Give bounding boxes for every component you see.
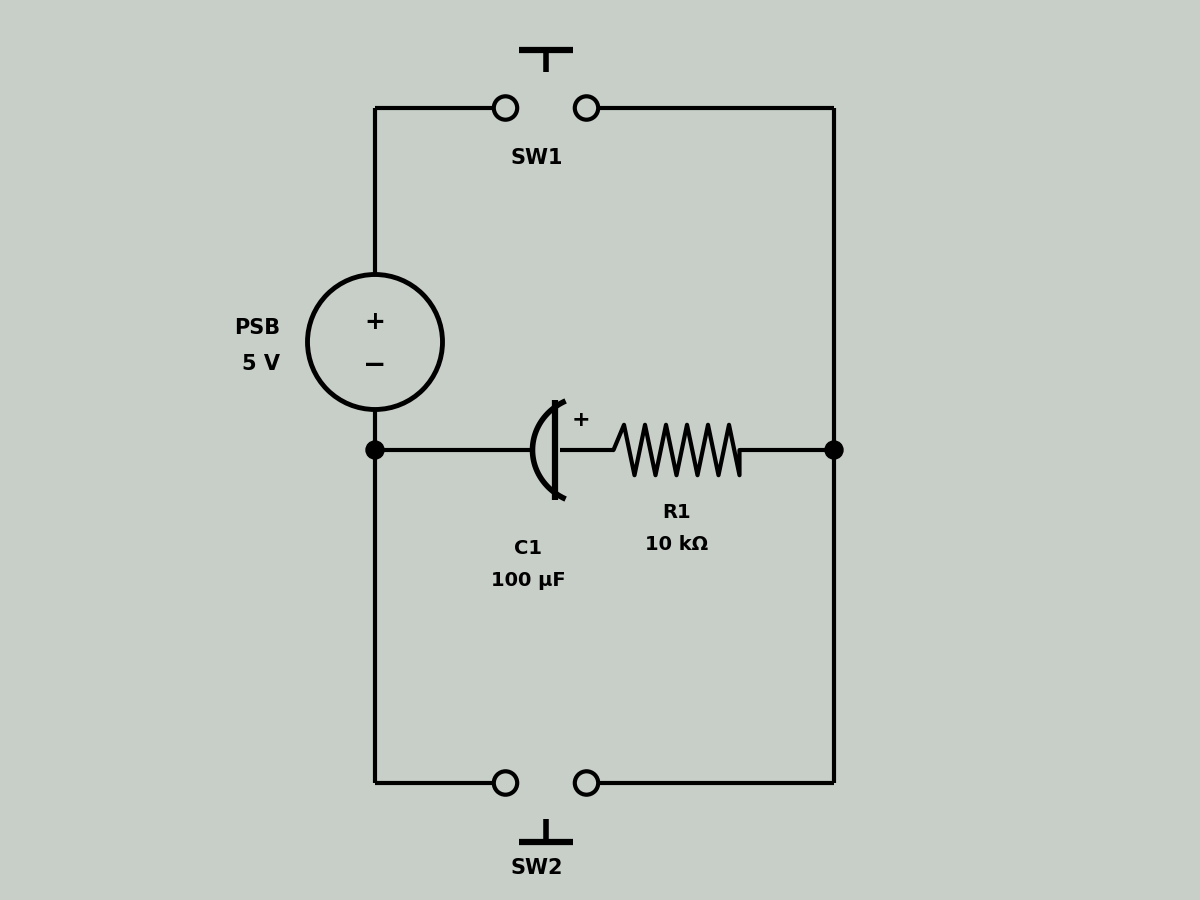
Circle shape xyxy=(826,441,842,459)
Text: R1: R1 xyxy=(662,503,691,523)
Text: PSB: PSB xyxy=(234,319,281,338)
Text: 100 μF: 100 μF xyxy=(491,571,565,590)
Text: 10 kΩ: 10 kΩ xyxy=(644,535,708,554)
Text: 5 V: 5 V xyxy=(242,355,281,374)
Text: −: − xyxy=(364,350,386,379)
Text: C1: C1 xyxy=(514,539,542,559)
Text: +: + xyxy=(571,410,590,430)
Text: SW1: SW1 xyxy=(511,148,563,167)
Text: +: + xyxy=(365,310,385,334)
Circle shape xyxy=(366,441,384,459)
Text: SW2: SW2 xyxy=(511,859,563,878)
